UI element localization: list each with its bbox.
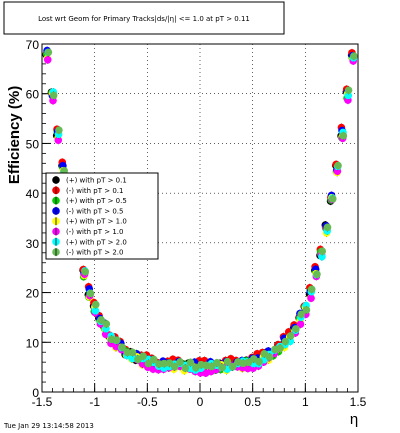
chart-title: Lost wrt Geom for Primary Tracks|ds/|η| … [38,15,250,23]
data-point [170,362,179,371]
legend-label: (+) with pT > 1.0 [66,218,127,226]
legend-label: (+) with pT > 0.5 [66,197,127,205]
data-point [91,307,100,315]
title-box [3,1,285,35]
x-tick-label: -0.5 [137,395,158,409]
x-tick-label: 0 [197,395,204,409]
data-point [286,332,295,340]
data-point [313,270,321,279]
data-point [149,355,158,364]
x-tick-label: 1 [302,395,309,409]
data-point [44,48,53,57]
data-point [86,289,95,298]
y-tick-label: 30 [26,237,40,251]
data-point [207,362,216,371]
x-tick-label: 1.5 [350,395,367,409]
data-point [186,358,195,367]
data-point [81,268,90,276]
legend-label: (-) with pT > 0.1 [66,187,123,195]
data-point [302,306,311,314]
data-point [281,337,290,346]
data-point [339,132,348,140]
legend-label: (-) with pT > 2.0 [66,249,123,257]
data-point [49,91,58,100]
data-point [43,55,52,64]
data-point [91,300,100,309]
data-point [118,343,126,352]
y-tick-label: 50 [26,137,40,151]
data-point [318,252,326,261]
y-tick-label: 70 [26,38,40,52]
data-point [307,294,315,302]
data-point [292,325,300,333]
y-tick-label: 20 [26,287,40,301]
y-axis-label: Efficiency (%) [6,86,23,184]
data-point [176,358,184,366]
data-point [139,352,147,361]
x-axis-label: η [350,411,358,428]
x-tick-label: -1 [89,395,100,409]
data-point [223,357,232,366]
series-points [44,48,358,373]
data-point [113,336,121,344]
data-point [97,316,105,324]
legend-label: (+) with pT > 2.0 [66,238,127,246]
data-point [55,126,63,134]
data-point [228,362,237,371]
data-point [265,353,274,361]
legend-box [45,172,159,260]
legend-label: (+) with pT > 0.1 [66,177,127,185]
legend-label: (-) with pT > 1.0 [66,228,123,236]
data-point [102,320,111,328]
y-tick-label: 60 [26,88,40,102]
footer-timestamp: Tue Jan 29 13:14:58 2013 [3,422,94,430]
data-point [255,357,263,366]
data-point [318,247,327,256]
legend: (+) with pT > 0.1 (-) with pT > 0.1 (+) wi… [45,172,159,260]
x-tick-label: -1.5 [32,395,53,409]
data-point [181,364,190,372]
data-point [144,359,153,368]
data-point [128,348,137,357]
y-tick-label: 0 [32,386,39,400]
data-point [323,223,332,232]
data-point [54,136,63,144]
data-point [296,320,305,329]
data-point [307,285,316,294]
y-tick-label: 10 [26,336,40,350]
data-point [218,363,226,372]
data-point [123,348,132,357]
legend-label: (-) with pT > 0.5 [66,207,123,215]
axis-ticks: -1.5 -1 -0.5 0 0.5 1 1.5 0 10 20 30 40 50 60 70 [26,38,367,409]
data-point [297,310,305,319]
data-point [344,86,353,95]
data-point [328,195,337,203]
data-point [276,344,284,352]
y-tick-label: 40 [26,187,40,201]
data-point [334,161,342,170]
data-point [213,359,221,367]
data-point [350,52,358,60]
x-tick-label: 0.5 [244,395,261,409]
